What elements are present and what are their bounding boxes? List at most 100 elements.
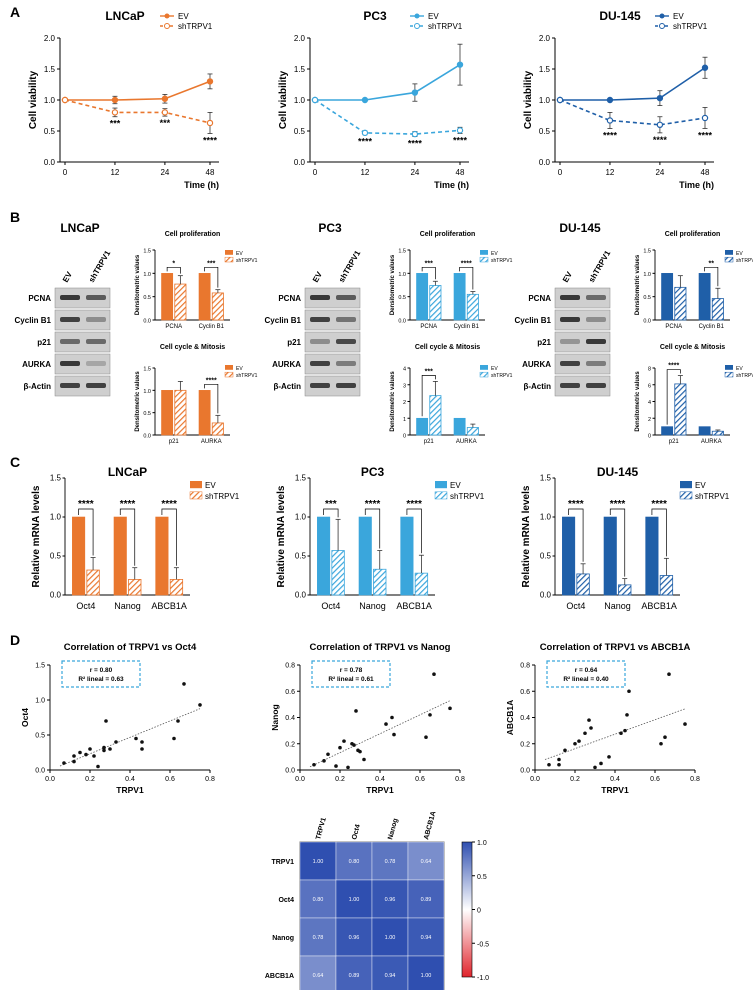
panel-label-d: D	[10, 632, 20, 648]
chart-title: Correlation of TRPV1 vs ABCB1A	[540, 642, 691, 653]
bar-shtrpv1	[331, 550, 345, 596]
scatter-point	[72, 759, 76, 764]
scatter-point	[322, 759, 326, 763]
y-axis-label: Cell viability	[28, 70, 39, 129]
blot-band	[60, 339, 80, 344]
legend-label-sh: shTRPV1	[695, 492, 730, 501]
significance-label: ***	[425, 260, 433, 267]
y-axis-label: Densitometric values	[390, 254, 396, 315]
protein-label: β-Actin	[523, 382, 551, 391]
series-line-shtrpv1	[64, 99, 211, 124]
bar-ev	[155, 516, 169, 596]
bar-shtrpv1	[659, 575, 674, 596]
y-tick-label: 1.0	[295, 513, 307, 522]
bar-chart-b-du145-cycle: Cell cycle & Mitosis 0 2 4 6 8 Densitometric v…	[635, 344, 753, 445]
y-tick-label: 0.0	[295, 591, 307, 600]
blot-title: PC3	[318, 221, 342, 235]
y-tick-label: 1.0	[294, 96, 306, 105]
y-tick-label: 1.0	[143, 272, 151, 278]
legend-label-ev: EV	[178, 12, 189, 21]
blot-strip	[54, 331, 111, 353]
y-tick-label: 1.0	[539, 96, 551, 105]
scale-tick-label: -1.0	[477, 975, 489, 982]
heatmap-col-label: Nanog	[387, 818, 399, 841]
x-tick-label: 0.2	[85, 776, 95, 783]
y-tick-label: 1.5	[143, 367, 151, 373]
bar-shtrpv1	[86, 569, 100, 596]
category-label: AURKA	[201, 439, 222, 445]
blot-strip	[304, 331, 361, 353]
legend-marker-sh	[164, 23, 170, 29]
legend-label-sh: shTRPV1	[736, 373, 753, 379]
x-tick-label: 0.4	[125, 776, 135, 783]
legend-label-sh: shTRPV1	[205, 492, 240, 501]
stat-r2: R² lineal = 0.63	[78, 676, 124, 683]
category-label: Oct4	[76, 601, 95, 611]
blot-band	[60, 295, 80, 300]
y-tick-label: 0.0	[35, 768, 45, 775]
significance-bracket	[78, 508, 94, 556]
blot-band	[586, 361, 606, 366]
significance-label: ****	[206, 377, 217, 384]
bar-chart-b-du145-prolif: Cell proliferation 0.0 0.5 1.0 1.5Densitomet…	[635, 231, 753, 330]
data-point	[206, 78, 214, 85]
lane-label: EV	[61, 270, 74, 284]
heatmap-cell-value: 0.80	[313, 897, 324, 903]
scatter-point	[607, 755, 611, 759]
chart-title: Cell cycle & Mitosis	[660, 344, 725, 351]
y-axis-label: ABCB1A	[505, 700, 515, 735]
stats-box	[311, 660, 391, 688]
bar-shtrpv1	[466, 427, 479, 436]
scatter-point	[102, 745, 106, 750]
scatter-plot-d-abcb1a: Correlation of TRPV1 vs ABCB1A 0.0 0.2 0.4 0…	[505, 642, 700, 795]
panel-label-c: C	[10, 454, 20, 470]
y-tick-label: 0.0	[294, 158, 306, 167]
bar-shtrpv1	[674, 383, 687, 436]
heatmap-col-label: TRPV1	[315, 817, 328, 841]
y-tick-label: 2.0	[539, 34, 551, 43]
category-label: Cyclin B1	[199, 324, 225, 330]
significance-bracket	[704, 266, 719, 287]
significance-label: ***	[110, 119, 121, 129]
category-label: AURKA	[701, 439, 722, 445]
blot-strip	[554, 353, 611, 375]
y-axis-label: Cell viability	[523, 70, 534, 129]
significance-label: ****	[651, 499, 667, 510]
line-chart-lncap: LNCaP 0.0 0.5 1.0 1.5 2.0 0 12 24 48 Time (h) Cell …	[28, 9, 219, 190]
scatter-point	[104, 719, 108, 723]
bar-shtrpv1	[429, 395, 442, 436]
legend-label-sh: shTRPV1	[236, 373, 258, 379]
scatter-point	[62, 761, 66, 765]
x-tick-label: 0.6	[165, 776, 175, 783]
significance-label: ****	[653, 135, 668, 145]
scatter-point	[659, 741, 663, 746]
legend-swatch-sh	[479, 371, 489, 378]
x-tick-label: 0.4	[375, 776, 385, 783]
scatter-point	[78, 750, 82, 755]
bar-chart-b-lncap-prolif: Cell proliferation 0.0 0.5 1.0 1.5Densitomet…	[135, 231, 258, 330]
lane-label: shTRPV1	[87, 249, 113, 284]
scatter-point	[432, 672, 436, 676]
y-tick-label: 0.5	[643, 295, 651, 301]
y-axis-label: Densitometric values	[390, 371, 396, 432]
heatmap-cell-value: 1.00	[421, 973, 432, 979]
y-tick-label: 0.0	[143, 434, 151, 440]
legend-marker-ev	[164, 13, 170, 19]
blot-band	[336, 361, 356, 366]
scatter-point	[134, 736, 138, 741]
significance-label: ****	[120, 499, 136, 510]
significance-bracket	[166, 266, 181, 274]
legend-label-ev: EV	[736, 366, 743, 372]
scale-tick-label: 0.5	[477, 874, 487, 881]
bar-ev	[661, 273, 674, 321]
bar-ev	[698, 273, 711, 321]
heatmap-cell	[335, 917, 373, 957]
bar-shtrpv1	[174, 283, 187, 321]
legend-swatch-sh	[724, 371, 734, 378]
category-label: ABCB1A	[641, 601, 677, 611]
panel-label-a: A	[10, 4, 20, 20]
legend-swatch-ev	[725, 365, 733, 370]
y-tick-label: 4	[403, 367, 406, 373]
y-tick-label: 4	[648, 400, 651, 406]
blot-strip	[554, 287, 611, 309]
